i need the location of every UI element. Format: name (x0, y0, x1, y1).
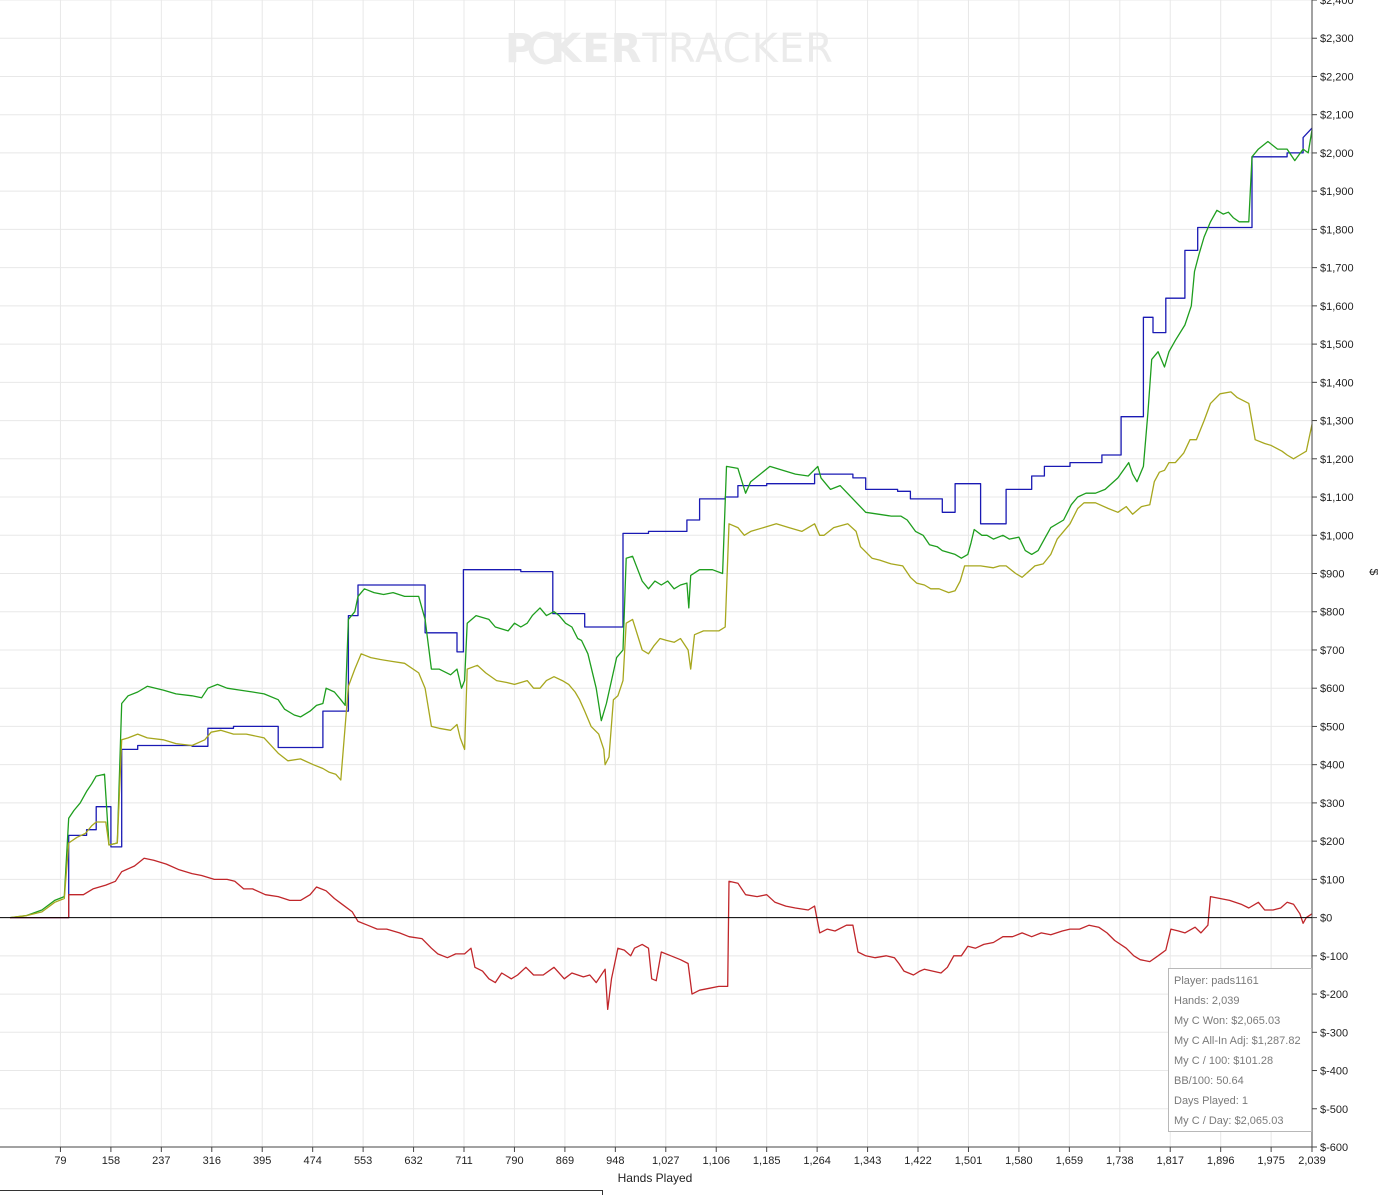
stat-days-played: Days Played: 1 (1174, 1095, 1248, 1107)
stats-panel: Player: pads1161 Hands: 2,039 My C Won: … (1168, 968, 1312, 1132)
y-tick-label: $2,300 (1320, 33, 1354, 45)
stat-per-100: My C / 100: $101.28 (1174, 1055, 1274, 1067)
series-line-4 (10, 857, 1313, 1011)
horizontal-scrollbar[interactable] (0, 1190, 603, 1191)
x-tick-label: 1,501 (955, 1155, 983, 1167)
stat-allin-adjusted: My C All-In Adj: $1,287.82 (1174, 1035, 1301, 1047)
y-tick-label: $-400 (1320, 1066, 1348, 1078)
x-tick-label: 553 (354, 1155, 372, 1167)
x-tick-label: 474 (303, 1155, 321, 1167)
series-layer (9, 127, 1313, 1011)
scrollbar-end (602, 1190, 603, 1195)
x-tick-label: 711 (455, 1155, 473, 1167)
y-tick-label: $-500 (1320, 1104, 1348, 1116)
y-tick-label: $700 (1320, 645, 1344, 657)
y-tick-label: $-600 (1320, 1142, 1348, 1154)
x-tick-label: 1,896 (1207, 1155, 1235, 1167)
x-tick-label: 1,264 (803, 1155, 831, 1167)
stat-won: My C Won: $2,065.03 (1174, 1015, 1281, 1027)
y-tick-label: $200 (1320, 836, 1344, 848)
watermark-ker: KER (550, 26, 642, 72)
x-tick-label: 1,027 (652, 1155, 680, 1167)
stat-hands: Hands: 2,039 (1174, 995, 1240, 1007)
y-tick-label: $1,500 (1320, 339, 1354, 351)
x-tick-label: 79 (54, 1155, 66, 1167)
x-tick-label: 237 (152, 1155, 170, 1167)
y-tick-label: $-200 (1320, 989, 1348, 1001)
y-tick-label: $2,000 (1320, 148, 1354, 160)
x-tick-label: 1,659 (1056, 1155, 1084, 1167)
y-tick-label: $1,000 (1320, 530, 1354, 542)
grid (0, 0, 1313, 1148)
x-tick-label: 1,106 (702, 1155, 730, 1167)
y-tick-label: $2,200 (1320, 71, 1354, 83)
series-line-3 (9, 391, 1313, 919)
series-line-1 (10, 127, 1313, 919)
x-tick-label: 948 (606, 1155, 624, 1167)
x-tick-label: 1,817 (1156, 1155, 1184, 1167)
y-tick-label: $2,100 (1320, 110, 1354, 122)
y-tick-label: $1,700 (1320, 263, 1354, 275)
x-tick-label: 2,039 (1298, 1155, 1326, 1167)
y-tick-label: $300 (1320, 798, 1344, 810)
y-tick-label: $1,100 (1320, 492, 1354, 504)
x-tick-label: 1,422 (904, 1155, 932, 1167)
x-tick-label: 869 (556, 1155, 574, 1167)
x-tick-label: 632 (404, 1155, 422, 1167)
x-tick-label: 1,975 (1257, 1155, 1285, 1167)
x-tick-label: 158 (102, 1155, 120, 1167)
x-tick-label: 790 (505, 1155, 523, 1167)
x-axis-title: Hands Played (618, 1171, 693, 1185)
stat-per-day: My C / Day: $2,065.03 (1174, 1115, 1284, 1127)
x-tick-label: 1,343 (854, 1155, 882, 1167)
series-line-2 (9, 129, 1313, 919)
y-tick-label: $1,200 (1320, 454, 1354, 466)
stat-player: Player: pads1161 (1174, 975, 1259, 987)
poker-chip-icon (528, 31, 562, 65)
axes: $2,400 $2,300 $2,200 $2,100 $2,000 $1,900 $1,8… (0, 0, 1354, 1167)
y-tick-label: $-300 (1320, 1027, 1348, 1039)
y-tick-label: $600 (1320, 683, 1344, 695)
y-tick-label: $800 (1320, 607, 1344, 619)
y-tick-label: $1,600 (1320, 301, 1354, 313)
x-tick-label: 1,580 (1005, 1155, 1033, 1167)
y-tick-label: $1,900 (1320, 186, 1354, 198)
y-tick-label: $900 (1320, 569, 1344, 581)
svg-text:P KERTRACKER: P KERTRACKER (505, 26, 834, 72)
x-tick-label: 1,738 (1106, 1155, 1134, 1167)
y-tick-label: $400 (1320, 760, 1344, 772)
x-tick-label: 316 (203, 1155, 221, 1167)
y-tick-label: $1,800 (1320, 224, 1354, 236)
x-tick-label: 1,185 (753, 1155, 781, 1167)
watermark: P KERTRACKER (505, 26, 834, 72)
y-tick-label: $1,300 (1320, 416, 1354, 428)
y-tick-label: $1,400 (1320, 377, 1354, 389)
y-tick-label: $2,400 (1320, 0, 1354, 7)
y-tick-label: $0 (1320, 913, 1332, 925)
y-tick-label: $100 (1320, 874, 1344, 886)
watermark-tracker: TRACKER (641, 26, 834, 72)
x-tick-label: 395 (253, 1155, 271, 1167)
y-tick-label: $500 (1320, 721, 1344, 733)
y-tick-label: $-100 (1320, 951, 1348, 963)
y-axis-title: $ (1367, 569, 1378, 576)
stat-bb-100: BB/100: 50.64 (1174, 1075, 1244, 1087)
